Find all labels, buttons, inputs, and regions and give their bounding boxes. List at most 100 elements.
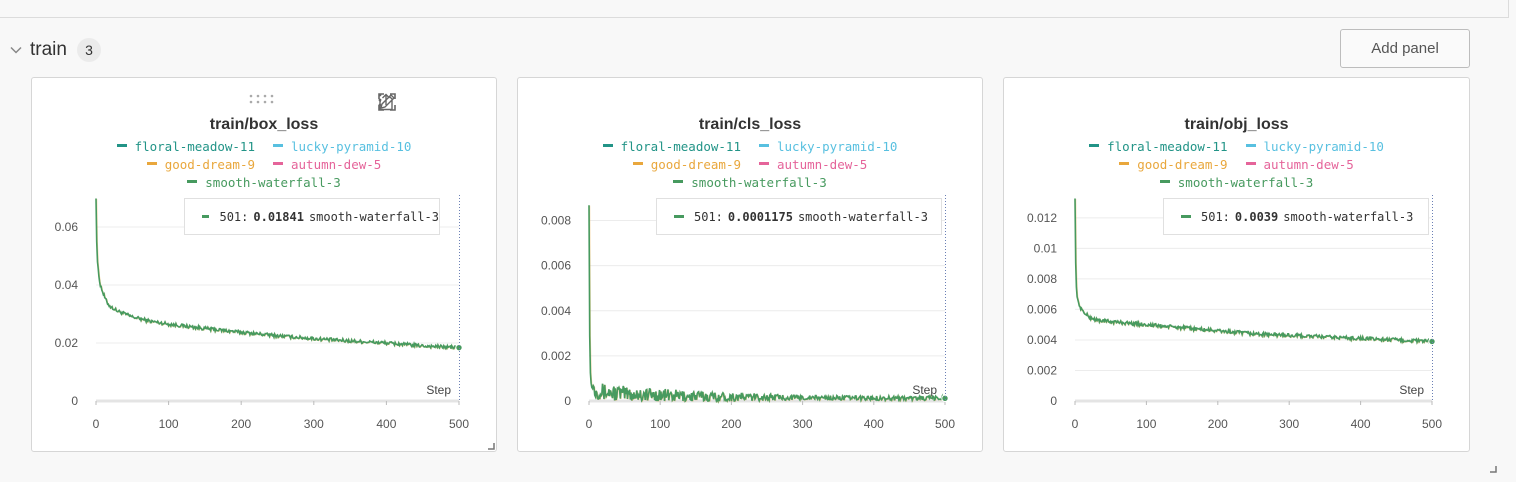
top-divider bbox=[0, 17, 1508, 18]
legend-item-good-dream-9[interactable]: good-dream-9 bbox=[632, 156, 741, 174]
x-tick-label: 400 bbox=[1351, 417, 1371, 431]
chart-panel-obj-loss[interactable]: train/obj_loss floral-meadow-11 lucky-pyr… bbox=[1003, 77, 1470, 452]
resize-handle-icon[interactable] bbox=[487, 442, 495, 450]
chart-title: train/obj_loss bbox=[1184, 116, 1289, 133]
tooltip-swatch bbox=[1181, 215, 1191, 218]
legend-label: lucky-pyramid-10 bbox=[1263, 139, 1384, 154]
legend-swatch bbox=[759, 162, 769, 165]
panel-count-badge: 3 bbox=[76, 38, 101, 62]
legend-label: autumn-dew-5 bbox=[777, 157, 868, 172]
chart-title: train/box_loss bbox=[209, 116, 319, 133]
legend-label: floral-meadow-11 bbox=[134, 139, 255, 154]
add-panel-button[interactable]: Add panel bbox=[1340, 29, 1470, 68]
legend-label: good-dream-9 bbox=[1137, 157, 1228, 172]
legend-label: smooth-waterfall-3 bbox=[1177, 175, 1314, 190]
hover-tooltip: 501: 0.01841 smooth-waterfall-3 bbox=[184, 198, 440, 235]
legend-item-floral-meadow-11[interactable]: floral-meadow-11 bbox=[116, 138, 255, 156]
chart-legend: floral-meadow-11 lucky-pyramid-10 good-dre… bbox=[1004, 138, 1469, 192]
x-axis-title: Step bbox=[912, 383, 937, 397]
y-tick-label: 0.02 bbox=[55, 336, 79, 350]
x-tick-label: 300 bbox=[1279, 417, 1299, 431]
chart-panel-cls-loss[interactable]: train/cls_loss floral-meadow-11 lucky-pyr… bbox=[517, 77, 983, 452]
legend-label: autumn-dew-5 bbox=[291, 157, 382, 172]
tooltip-series: smooth-waterfall-3 bbox=[1283, 209, 1414, 224]
chart-legend: floral-meadow-11 lucky-pyramid-10 good-dre… bbox=[32, 138, 496, 192]
y-tick-label: 0.002 bbox=[1027, 363, 1057, 377]
more-options-icon[interactable] bbox=[378, 93, 484, 113]
hover-tooltip: 501: 0.0039 smooth-waterfall-3 bbox=[1163, 198, 1429, 235]
legend-item-floral-meadow-11[interactable]: floral-meadow-11 bbox=[602, 138, 741, 156]
legend-swatch bbox=[1089, 144, 1100, 147]
tooltip-swatch bbox=[674, 215, 684, 218]
series-line-smooth-waterfall-3[interactable] bbox=[588, 205, 946, 404]
y-tick-label: 0.004 bbox=[1027, 333, 1057, 347]
tooltip-value: 0.01841 bbox=[253, 209, 304, 224]
chevron-down-icon[interactable] bbox=[8, 42, 24, 58]
legend-swatch bbox=[187, 180, 198, 183]
x-tick-label: 200 bbox=[231, 417, 251, 431]
legend-item-lucky-pyramid-10[interactable]: lucky-pyramid-10 bbox=[1245, 138, 1384, 156]
series-line-smooth-waterfall-3[interactable] bbox=[95, 198, 460, 351]
legend-swatch bbox=[1119, 162, 1130, 165]
chart-title: train/cls_loss bbox=[698, 116, 802, 133]
y-tick-label: 0.04 bbox=[55, 278, 79, 292]
tooltip-step: 501: bbox=[694, 209, 723, 224]
x-tick-label: 400 bbox=[864, 417, 884, 431]
tooltip-swatch bbox=[202, 215, 210, 218]
section-header: train 3 bbox=[8, 36, 101, 64]
legend-item-autumn-dew-5[interactable]: autumn-dew-5 bbox=[1245, 156, 1354, 174]
legend-swatch bbox=[632, 162, 643, 165]
x-tick-label: 200 bbox=[721, 417, 741, 431]
chart-panel-box-loss[interactable]: train/box_loss floral-meadow-11 lucky-pyr… bbox=[31, 77, 497, 452]
line-chart[interactable]: 0 0.002 0.004 0.006 0.008 0.01 0.012 0 100 200 300… bbox=[1004, 78, 1471, 453]
x-tick-label: 300 bbox=[793, 417, 813, 431]
series-line-smooth-waterfall-3[interactable] bbox=[1074, 198, 1433, 345]
drag-handle-icon[interactable] bbox=[249, 94, 279, 104]
legend-item-lucky-pyramid-10[interactable]: lucky-pyramid-10 bbox=[273, 138, 411, 156]
tooltip-series: smooth-waterfall-3 bbox=[797, 209, 928, 224]
x-axis-title: Step bbox=[426, 383, 451, 397]
legend-item-smooth-waterfall-3[interactable]: smooth-waterfall-3 bbox=[673, 174, 827, 192]
legend-item-good-dream-9[interactable]: good-dream-9 bbox=[1119, 156, 1228, 174]
legend-item-autumn-dew-5[interactable]: autumn-dew-5 bbox=[273, 156, 381, 174]
x-tick-label: 300 bbox=[304, 417, 324, 431]
legend-swatch bbox=[1245, 162, 1256, 165]
legend-label: autumn-dew-5 bbox=[1263, 157, 1354, 172]
legend-item-smooth-waterfall-3[interactable]: smooth-waterfall-3 bbox=[1159, 174, 1314, 192]
legend-swatch bbox=[273, 162, 283, 165]
y-tick-label: 0.006 bbox=[541, 259, 571, 273]
legend-item-floral-meadow-11[interactable]: floral-meadow-11 bbox=[1089, 138, 1228, 156]
y-tick-label: 0.008 bbox=[1027, 272, 1057, 286]
y-tick-label: 0 bbox=[1050, 394, 1057, 408]
legend-label: smooth-waterfall-3 bbox=[205, 175, 341, 190]
x-tick-label: 0 bbox=[586, 417, 593, 431]
legend-label: good-dream-9 bbox=[164, 157, 255, 172]
x-tick-label: 500 bbox=[1422, 417, 1442, 431]
legend-label: floral-meadow-11 bbox=[1107, 139, 1228, 154]
section-resize-handle-icon[interactable] bbox=[1489, 460, 1497, 473]
legend-item-autumn-dew-5[interactable]: autumn-dew-5 bbox=[759, 156, 867, 174]
line-chart[interactable]: 0 0.002 0.004 0.006 0.008 0 100 200 300 400 500 Ste… bbox=[518, 78, 984, 453]
y-tick-label: 0.012 bbox=[1027, 211, 1057, 225]
legend-label: lucky-pyramid-10 bbox=[291, 139, 412, 154]
legend-label: good-dream-9 bbox=[650, 157, 741, 172]
legend-swatch bbox=[602, 144, 613, 147]
legend-item-smooth-waterfall-3[interactable]: smooth-waterfall-3 bbox=[187, 174, 341, 192]
y-tick-label: 0.006 bbox=[1027, 302, 1057, 316]
x-tick-label: 500 bbox=[935, 417, 955, 431]
tooltip-step: 501: bbox=[219, 209, 249, 224]
legend-item-lucky-pyramid-10[interactable]: lucky-pyramid-10 bbox=[759, 138, 897, 156]
y-tick-label: 0 bbox=[564, 394, 571, 408]
fullscreen-icon[interactable] bbox=[378, 93, 465, 113]
chart-legend: floral-meadow-11 lucky-pyramid-10 good-dre… bbox=[518, 138, 982, 192]
x-tick-label: 100 bbox=[1136, 417, 1156, 431]
edit-pencil-icon[interactable] bbox=[380, 93, 436, 113]
line-chart[interactable]: 0 0.02 0.04 0.06 0 100 200 300 400 500 Step bbox=[32, 78, 498, 453]
x-tick-label: 0 bbox=[1072, 417, 1079, 431]
y-tick-label: 0.004 bbox=[541, 304, 571, 318]
section-title[interactable]: train bbox=[30, 39, 67, 60]
y-tick-label: 0.01 bbox=[1034, 241, 1058, 255]
legend-item-good-dream-9[interactable]: good-dream-9 bbox=[146, 156, 255, 174]
legend-label: lucky-pyramid-10 bbox=[777, 139, 898, 154]
y-tick-label: 0.002 bbox=[541, 349, 571, 363]
